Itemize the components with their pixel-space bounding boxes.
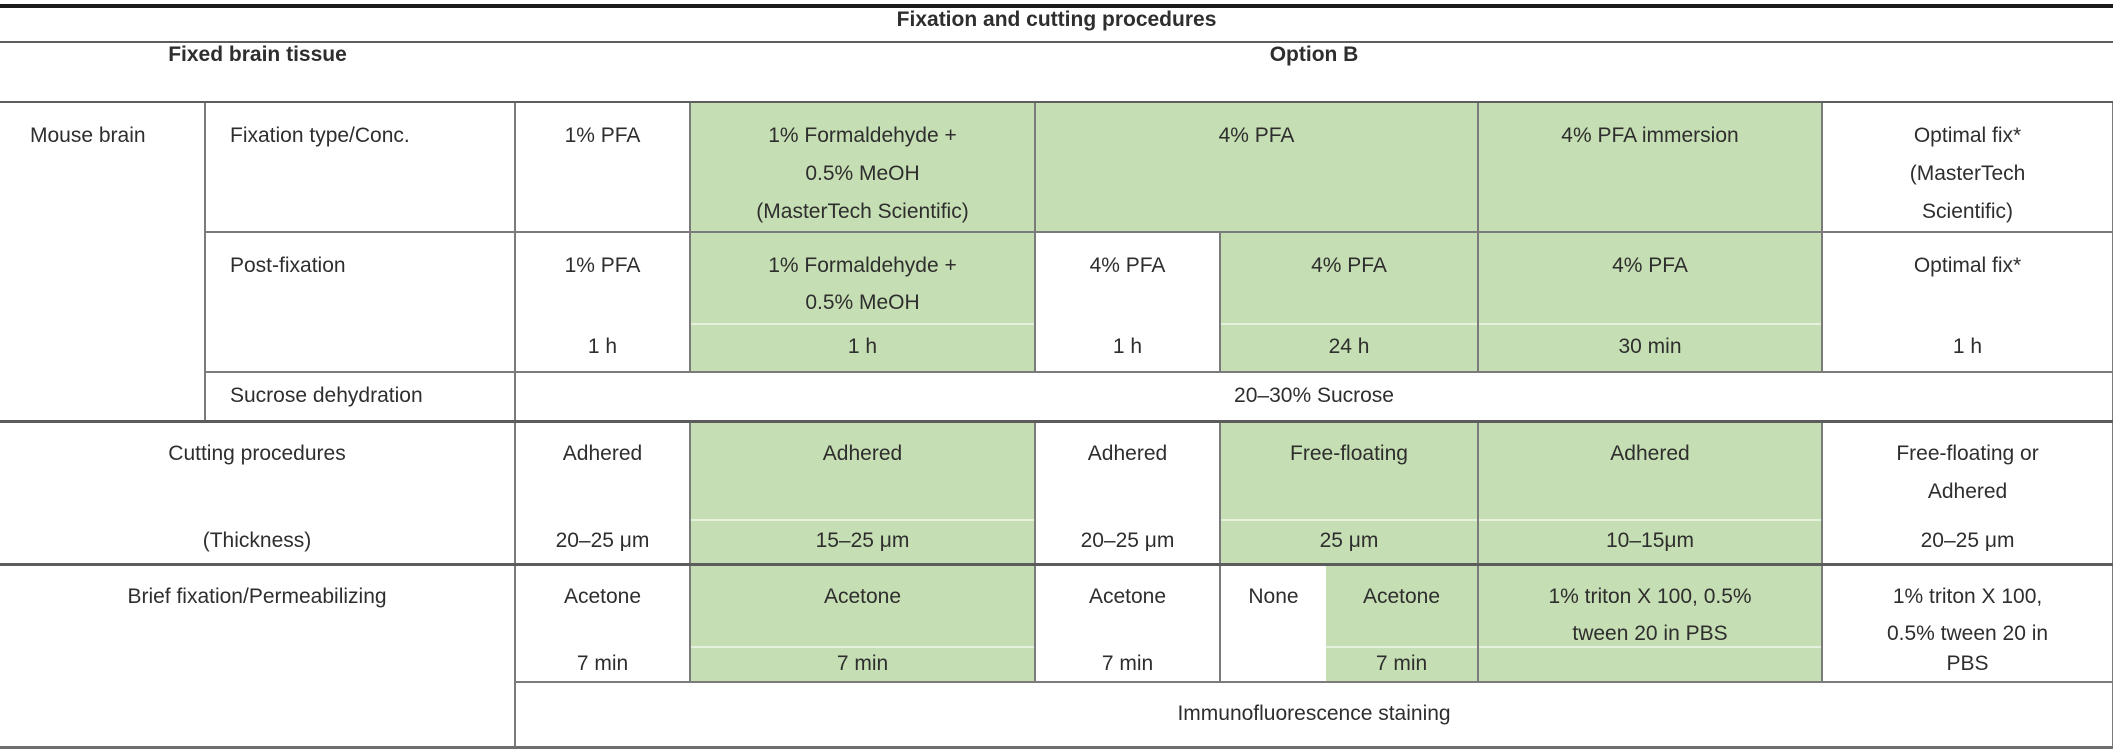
postfix-cell-4pct-pfa-1h: 4% PFA 1 h <box>1034 232 1221 373</box>
row-label-fixation-type: Fixation type/Conc. <box>204 102 516 233</box>
cutting-cell-4: Free-floating 25 μm <box>1219 421 1479 566</box>
row-label-sucrose: Sucrose dehydration <box>204 372 516 423</box>
staining-value-cell: Immunofluorescence staining <box>513 681 2113 749</box>
staining-row: Immunofluorescence staining <box>0 681 2113 749</box>
brief-cell-triton-white: 1% triton X 100, 0.5% tween 20 in PBS <box>1820 564 2113 683</box>
brief-cell-triton-green: 1% triton X 100, 0.5% tween 20 in PBS <box>1477 564 1823 683</box>
brief-cell-acetone-2: Acetone 7 min <box>689 564 1036 683</box>
table-title: Fixation and cutting procedures <box>0 4 2113 43</box>
postfix-cell-4pct-pfa-24h: 4% PFA 24 h <box>1219 232 1479 373</box>
fixation-procedures-table: Fixation and cutting procedures Fixed br… <box>0 4 2113 749</box>
fixation-type-row: Mouse brain Fixation type/Conc. 1% PFA 1… <box>0 102 2113 423</box>
header-fixed-brain-tissue: Fixed brain tissue <box>0 42 515 103</box>
fixation-cell-formaldehyde-meoh: 1% Formaldehyde + 0.5% MeOH (MasterTech … <box>689 102 1036 233</box>
fixation-cell-4pct-pfa-immersion: 4% PFA immersion <box>1477 102 1823 233</box>
brief-cell-acetone-3: Acetone 7 min <box>1034 564 1221 683</box>
fixation-cell-1pct-pfa: 1% PFA <box>514 102 691 233</box>
sucrose-value-cell: 20–30% Sucrose <box>513 372 2113 423</box>
cutting-cell-5: Adhered 10–15μm <box>1477 421 1823 566</box>
header-row: Fixed brain tissue Option B <box>0 42 2113 103</box>
header-option-b: Option B <box>515 42 2113 103</box>
row-label-brief-fixation: Brief fixation/Permeabilizing <box>0 564 516 682</box>
mouse-brain-label: Mouse brain <box>30 124 146 147</box>
sucrose-row: Sucrose dehydration 20–30% Sucrose <box>0 372 2113 423</box>
row-label-post-fixation: Post-fixation <box>204 232 516 373</box>
fixation-cell-optimal-fix: Optimal fix* (MasterTech Scientific) <box>1820 102 2113 233</box>
fixation-procedures-table-page: Fixation and cutting procedures Fixed br… <box>0 4 2113 749</box>
row-label-cutting-procedures: Cutting procedures (Thickness) <box>0 421 516 566</box>
cutting-cell-6: Free-floating or Adhered 20–25 μm <box>1820 421 2113 566</box>
brief-cell-acetone-4: Acetone 7 min <box>1326 564 1479 683</box>
postfix-cell-formaldehyde-meoh: 1% Formaldehyde + 0.5% MeOH 1 h <box>689 232 1036 373</box>
cutting-cell-3: Adhered 20–25 μm <box>1034 421 1221 566</box>
fixation-cell-4pct-pfa: 4% PFA <box>1034 102 1479 233</box>
postfix-cell-optimal-fix: Optimal fix* 1 h <box>1820 232 2113 373</box>
postfix-cell-1pct-pfa: 1% PFA 1 h <box>514 232 691 373</box>
cutting-procedures-row: Cutting procedures (Thickness) Adhered 2… <box>0 421 2113 566</box>
brief-cell-acetone-1: Acetone 7 min <box>514 564 691 683</box>
post-fixation-row: Post-fixation 1% PFA 1 h 1% Formaldehyde… <box>0 232 2113 373</box>
empty-corner-cell <box>0 681 516 749</box>
cutting-cell-1: Adhered 20–25 μm <box>514 421 691 566</box>
title-row: Fixation and cutting procedures <box>0 4 2113 43</box>
brief-cell-none: None <box>1219 564 1326 683</box>
cutting-cell-2: Adhered 15–25 μm <box>689 421 1036 566</box>
cell-mouse-brain: Mouse brain <box>0 102 206 423</box>
postfix-cell-4pct-pfa-30min: 4% PFA 30 min <box>1477 232 1823 373</box>
brief-fixation-row: Brief fixation/Permeabilizing Acetone 7 … <box>0 564 2113 683</box>
